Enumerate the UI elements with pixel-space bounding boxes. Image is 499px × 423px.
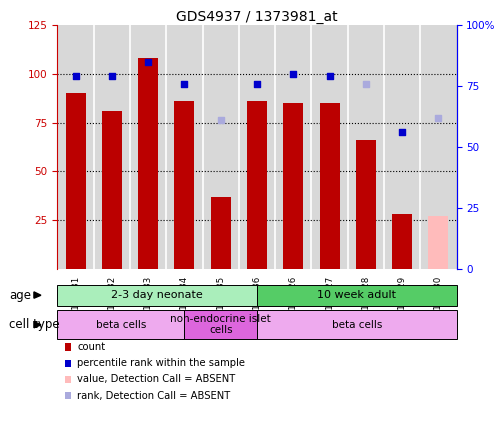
Text: beta cells: beta cells <box>332 320 382 330</box>
Bar <box>420 25 457 269</box>
Bar <box>94 25 130 269</box>
Bar <box>356 140 376 269</box>
Point <box>217 117 225 124</box>
Point <box>325 73 333 80</box>
Bar <box>175 101 195 269</box>
Bar <box>166 25 203 269</box>
FancyBboxPatch shape <box>57 310 185 339</box>
Text: age: age <box>9 289 31 302</box>
Text: rank, Detection Call = ABSENT: rank, Detection Call = ABSENT <box>77 390 231 401</box>
Text: cell type: cell type <box>9 319 59 331</box>
Point <box>144 58 152 65</box>
FancyBboxPatch shape <box>257 285 457 305</box>
Bar <box>138 58 158 269</box>
Bar <box>211 197 231 269</box>
Bar <box>319 103 339 269</box>
Bar <box>429 216 449 269</box>
Text: value, Detection Call = ABSENT: value, Detection Call = ABSENT <box>77 374 236 385</box>
Text: 10 week adult: 10 week adult <box>317 290 396 300</box>
FancyBboxPatch shape <box>257 310 457 339</box>
FancyBboxPatch shape <box>185 310 257 339</box>
Bar <box>247 101 267 269</box>
FancyBboxPatch shape <box>57 285 257 305</box>
Bar <box>392 214 412 269</box>
Point <box>108 73 116 80</box>
Point <box>181 80 189 87</box>
Bar <box>384 25 420 269</box>
Point <box>362 80 370 87</box>
Text: non-endocrine islet
cells: non-endocrine islet cells <box>170 314 271 335</box>
Bar <box>130 25 166 269</box>
Text: percentile rank within the sample: percentile rank within the sample <box>77 358 246 368</box>
Bar <box>57 25 94 269</box>
Point <box>398 129 406 136</box>
Bar <box>311 25 348 269</box>
Bar <box>239 25 275 269</box>
Bar <box>275 25 311 269</box>
Bar <box>102 111 122 269</box>
Point <box>253 80 261 87</box>
Text: count: count <box>77 342 105 352</box>
Point <box>71 73 79 80</box>
Point <box>435 115 443 121</box>
Text: beta cells: beta cells <box>96 320 146 330</box>
Bar <box>203 25 239 269</box>
Point <box>289 71 297 77</box>
Title: GDS4937 / 1373981_at: GDS4937 / 1373981_at <box>176 10 338 25</box>
Bar <box>348 25 384 269</box>
Bar <box>283 103 303 269</box>
Bar <box>65 93 85 269</box>
Text: 2-3 day neonate: 2-3 day neonate <box>111 290 203 300</box>
